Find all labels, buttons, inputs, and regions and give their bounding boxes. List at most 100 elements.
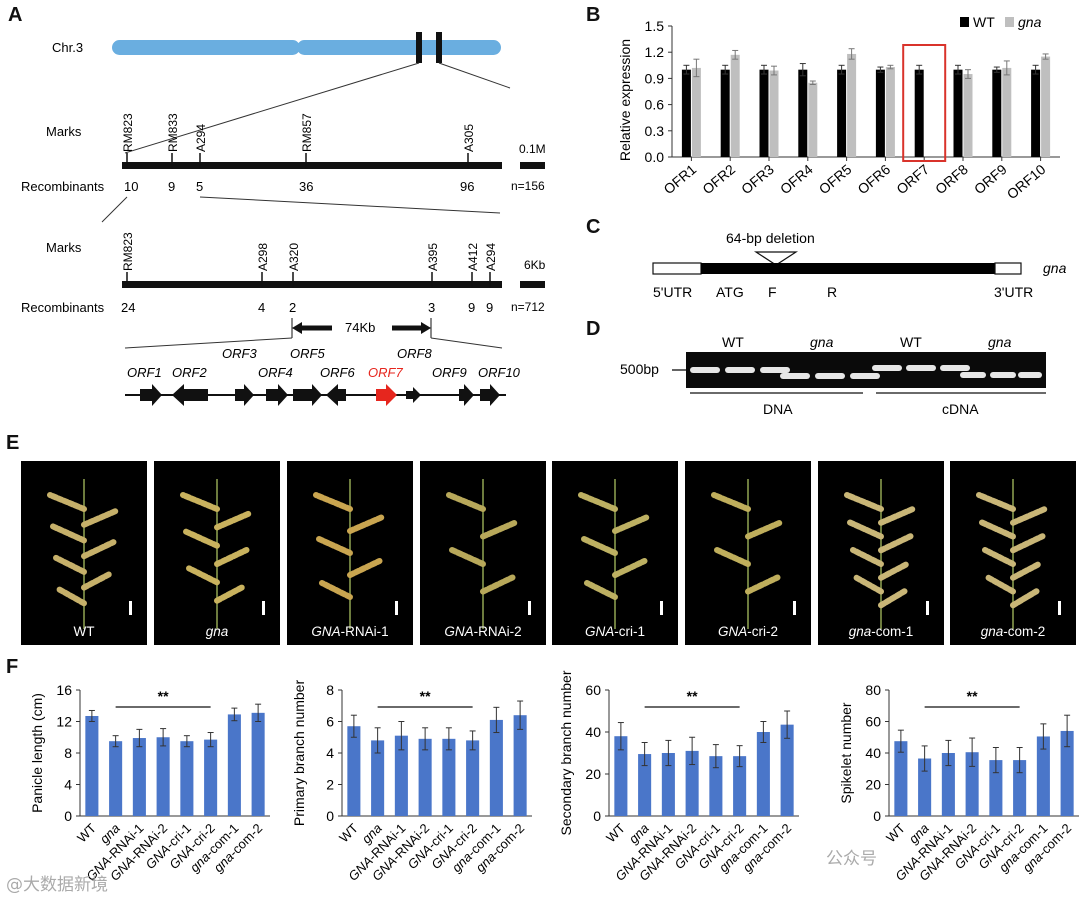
- bar: [756, 732, 770, 816]
- utr5-label: 5'UTR: [653, 284, 692, 300]
- orf-label: ORF2: [172, 365, 207, 380]
- x-tick-label: OFR3: [738, 161, 777, 197]
- bar: [109, 741, 123, 816]
- significance-label: **: [687, 688, 698, 704]
- panicle-branch: [578, 492, 618, 512]
- panicle-branch: [878, 533, 914, 554]
- photo-label: gna: [154, 624, 280, 639]
- x-tick-label: WT: [74, 820, 99, 845]
- recombinant-count: 10: [124, 179, 138, 194]
- marker-label: A305: [462, 124, 476, 152]
- y-tick-label: 0.0: [645, 149, 665, 165]
- y-tick-label: 80: [865, 682, 881, 698]
- recombinant-count: 3: [428, 300, 435, 315]
- significance-label: **: [158, 688, 169, 704]
- panicle-image: [844, 479, 917, 629]
- panicle-branch: [347, 514, 386, 534]
- bar: [394, 735, 408, 816]
- population-size-row2: n=712: [511, 300, 545, 314]
- deletion-label: 64-bp deletion: [726, 230, 815, 246]
- zoom-line-left: [101, 196, 128, 223]
- chromosome-arm-left: [112, 40, 300, 55]
- x-tick-label: ORF10: [1004, 161, 1049, 202]
- panicle-branch: [81, 570, 114, 591]
- bar-wt: [914, 69, 924, 157]
- y-tick-label: 0: [873, 808, 881, 824]
- y-tick-label: 16: [56, 682, 72, 698]
- primer-r-label: R: [827, 284, 837, 300]
- watermark-right: 公众号: [826, 849, 877, 869]
- legend-label-wt: WT: [973, 14, 995, 30]
- panicle-photo: GNA-cri-1: [552, 461, 678, 645]
- y-tick-label: 8: [64, 745, 72, 761]
- panicle-branch: [316, 536, 353, 556]
- bar: [442, 738, 456, 816]
- panicle-branch: [612, 558, 648, 578]
- significance-label: **: [420, 688, 431, 704]
- orf-label: ORF3: [222, 346, 257, 361]
- x-tick-label: OFR2: [699, 161, 738, 197]
- photo-label-italic: gna: [848, 624, 872, 639]
- photo-label-text: -com-1: [871, 624, 914, 639]
- bar: [1036, 736, 1050, 816]
- photo-label-text: -RNAi-2: [473, 624, 522, 639]
- zoom-line-right: [430, 337, 503, 349]
- x-tick-label: OFR1: [660, 161, 699, 197]
- interval-arrowhead-right: [421, 322, 431, 334]
- bar-gna: [885, 67, 895, 157]
- y-tick-label: 12: [56, 714, 72, 730]
- orf1-arrow: [140, 384, 162, 406]
- linkage-bar-row1: [122, 162, 502, 169]
- bar: [941, 753, 955, 816]
- orf6-arrow: [326, 384, 346, 406]
- photo-label-text: -com-2: [1003, 624, 1046, 639]
- panicle-image: [578, 479, 651, 629]
- x-tick-label: OFR6: [854, 161, 893, 197]
- y-tick-label: 0.9: [645, 70, 665, 86]
- photo-label-text: -RNAi-1: [340, 624, 389, 639]
- bar: [1013, 760, 1027, 816]
- panicle-branch: [1010, 588, 1040, 609]
- photo-scale-bar: [528, 601, 531, 615]
- panicle-branch: [581, 536, 618, 556]
- orf4-arrow: [266, 384, 288, 406]
- y-tick-label: 0.3: [645, 123, 665, 139]
- row2-markers: RM823 A298 A320 A395 A412 A294 24 4 2 3 …: [121, 232, 498, 315]
- bar-gna: [1002, 67, 1012, 157]
- chromosome-label: Chr.3: [52, 40, 83, 55]
- panicle-branch: [214, 510, 253, 531]
- bar: [614, 736, 628, 816]
- recombinant-count: 36: [299, 179, 313, 194]
- panicle-branch: [183, 528, 220, 549]
- panicle-branch: [878, 505, 917, 526]
- x-tick-label: OFR5: [816, 161, 855, 197]
- panicle-image: [313, 479, 386, 629]
- photo-label: GNA-RNAi-2: [420, 624, 546, 639]
- bar: [780, 724, 794, 816]
- fine-mapping-diagram: Chr.3 Marks Recombinants RM823 RM833 A29…: [21, 32, 546, 406]
- ladder-label: 500bp: [620, 361, 659, 377]
- orf3-arrow: [235, 384, 254, 406]
- bar-wt: [992, 69, 1002, 157]
- y-tick-label: 40: [585, 724, 601, 740]
- panicle-branch: [319, 580, 353, 600]
- x-tick-label: WT: [336, 820, 361, 845]
- bar: [347, 726, 361, 816]
- marks-label-row1: Marks: [46, 124, 82, 139]
- y-tick-label: 60: [585, 682, 601, 698]
- panicle-branch: [711, 492, 751, 512]
- chromosome-arm-right: [297, 40, 501, 55]
- bar: [513, 715, 527, 816]
- recombinants-label-row2: Recombinants: [21, 300, 105, 315]
- cdna-label: cDNA: [942, 401, 979, 417]
- panicle-branch: [844, 492, 884, 512]
- utr5-box: [652, 262, 702, 275]
- x-tick-label: WT: [883, 820, 908, 845]
- y-tick-label: 0: [326, 808, 334, 824]
- orf-label: ORF9: [432, 365, 467, 380]
- highlight-box: [902, 44, 947, 162]
- bar: [466, 740, 480, 816]
- panicle-photo: GNA-cri-2: [685, 461, 811, 645]
